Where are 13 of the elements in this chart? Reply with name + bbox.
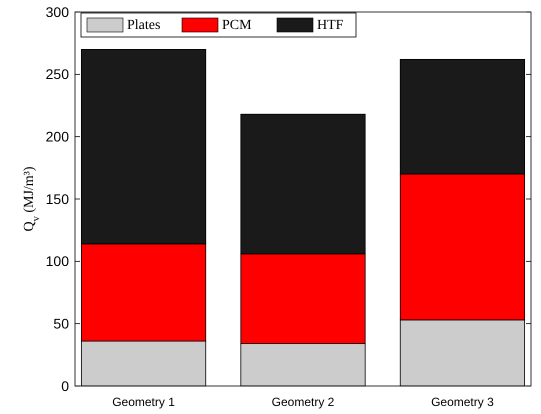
y-tick-label: 250 (46, 66, 70, 82)
legend-label: HTF (317, 18, 344, 33)
y-tick-label: 50 (53, 316, 70, 332)
legend-label: Plates (127, 18, 160, 33)
y-tick-label: 150 (46, 190, 70, 207)
y-tick-label: 300 (46, 4, 70, 20)
y-tick-label: 100 (46, 253, 70, 270)
legend-label: PCM (222, 18, 252, 33)
x-tick-label: Geometry 3 (431, 395, 494, 409)
x-tick-label: Geometry 1 (112, 395, 176, 409)
x-tick-label: Geometry 2 (272, 395, 335, 409)
y-tick-label: 0 (61, 378, 70, 394)
y-tick-label: 200 (46, 128, 70, 145)
